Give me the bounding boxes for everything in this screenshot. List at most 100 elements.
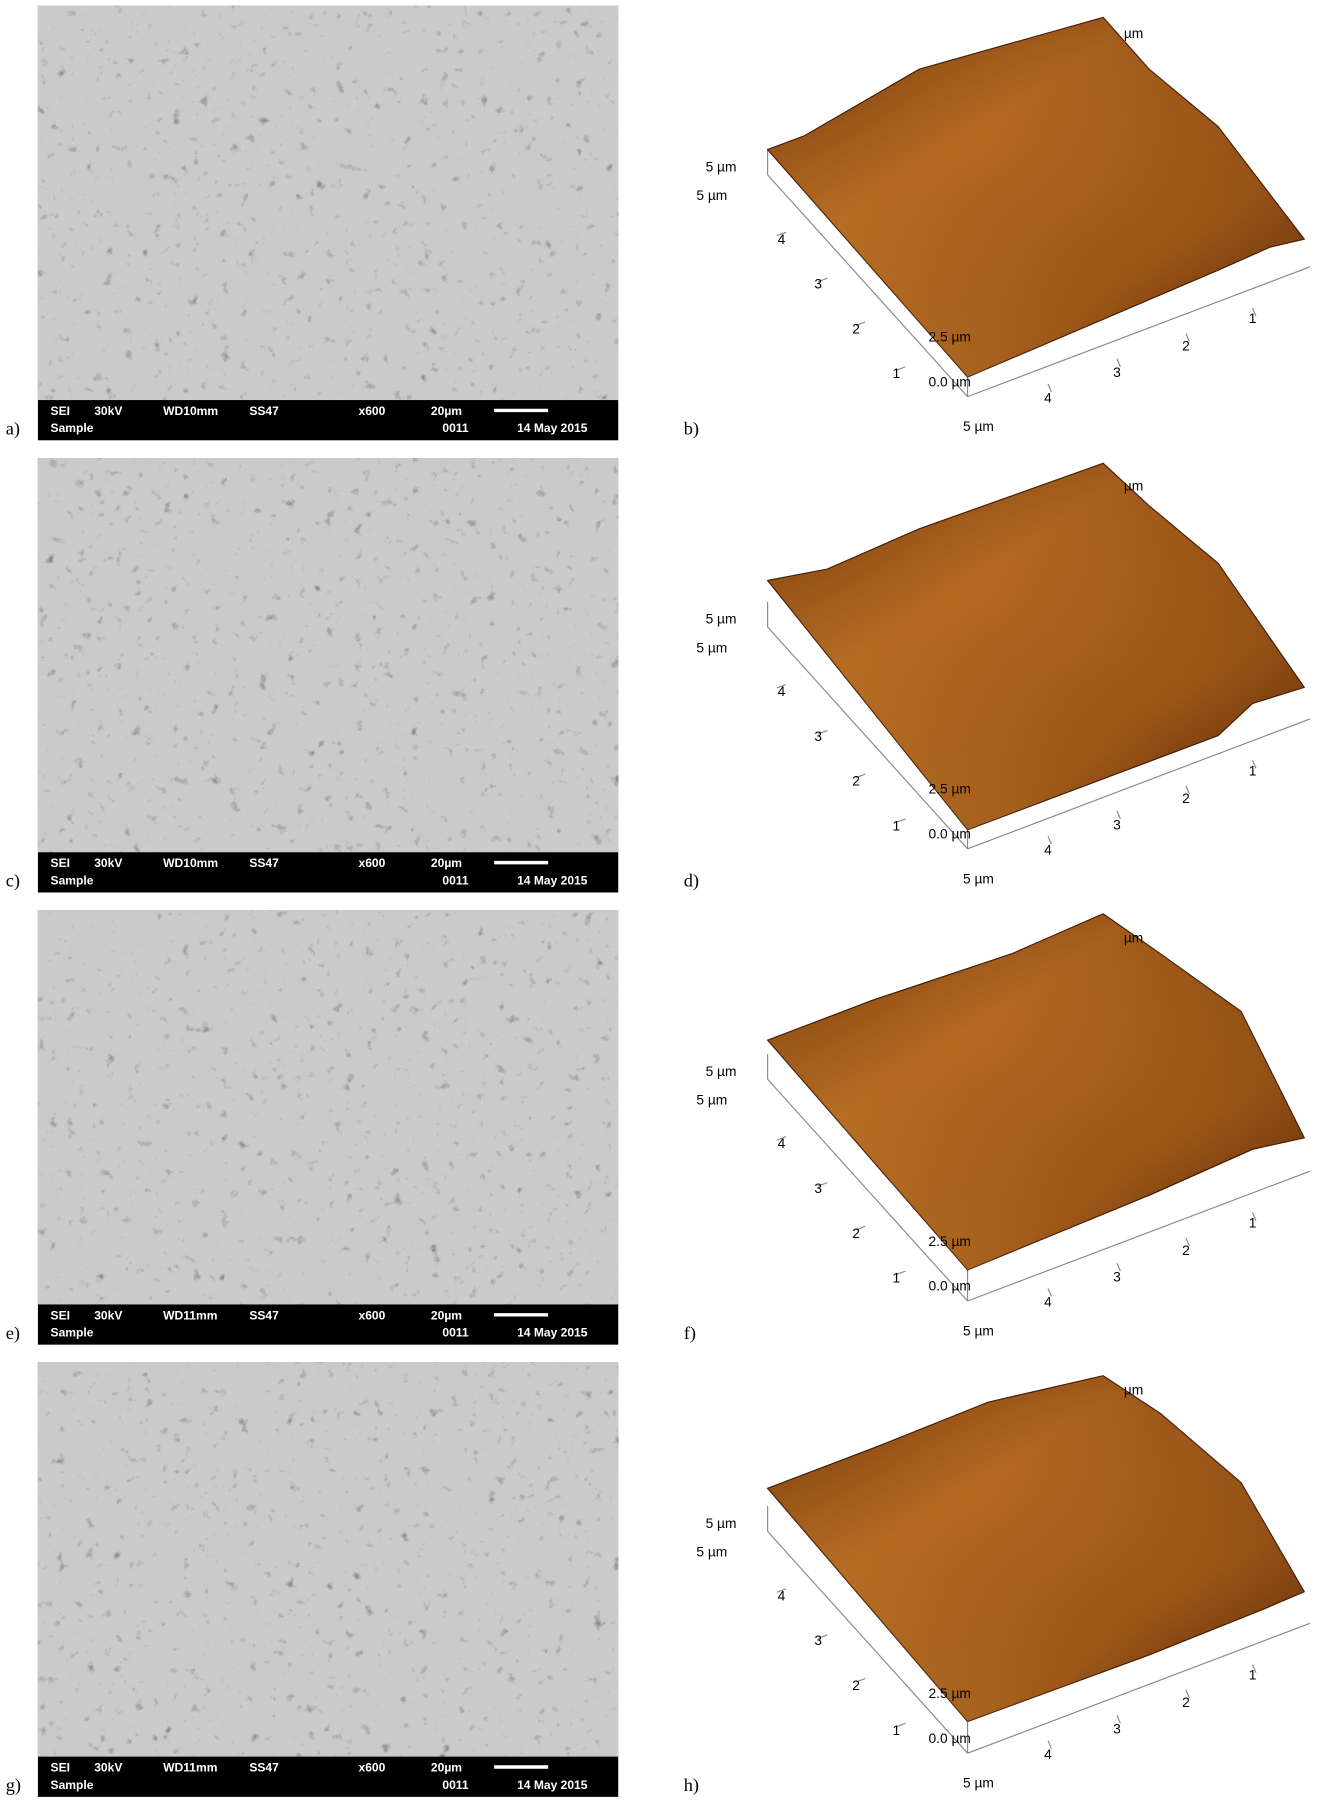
axis-label: 5 µm — [706, 1064, 737, 1079]
sem-info: 20µm — [431, 856, 462, 870]
sem-info: Sample — [51, 1778, 94, 1792]
sem-highlight — [37, 458, 619, 853]
axis-line — [1185, 785, 1190, 794]
axis-label: 2 — [852, 1678, 860, 1693]
axis-line — [817, 1634, 828, 1639]
panel-label: b) — [684, 419, 699, 440]
axis-line — [1252, 1212, 1257, 1221]
axis-line — [1185, 333, 1190, 342]
axis-label: 5 µm — [963, 1776, 994, 1791]
axis-label: 0.0 µm — [929, 1731, 971, 1746]
axis-label: 3 — [1113, 1722, 1121, 1737]
axis-line — [776, 683, 787, 689]
axis-line — [1047, 835, 1052, 845]
axis-line — [1252, 1664, 1257, 1673]
afm-plot: µm 5 µm 5 µm 4 3 2 1 2.5 µm 0.0 µm 4 3 2 1 5 µm — [696, 462, 1311, 886]
axis-label: 2.5 µm — [929, 782, 971, 797]
sem-info: WD10mm — [163, 856, 218, 870]
sem-highlight — [37, 910, 619, 1305]
axis-line — [1116, 1262, 1121, 1272]
sem-info: 20µm — [431, 1761, 462, 1775]
afm-plot: µm 5 µm 5 µm 4 3 2 1 2.5 µm 0.0 µm 4 3 2 1 5 µm — [696, 913, 1311, 1338]
panel-label: f) — [684, 1323, 696, 1344]
row: SEI 30kV WD11mm SS47 x600 20µm Sample 0011 14 Ma… — [6, 910, 1311, 1345]
axis-label: 2 — [852, 321, 860, 336]
axis-line — [967, 1622, 1311, 1754]
axis-label: 2.5 µm — [929, 329, 971, 344]
panel-label: g) — [6, 1775, 21, 1796]
axis-line — [896, 366, 906, 371]
sem-info: 14 May 2015 — [517, 873, 588, 887]
sem-highlight — [37, 5, 619, 401]
axis-label: 3 — [1113, 817, 1121, 832]
axis-label: 1 — [1249, 311, 1257, 326]
sem-info-bar — [37, 1756, 619, 1797]
sem-info-bar — [37, 400, 619, 441]
axis-label: 4 — [778, 1588, 786, 1603]
sem-info: x600 — [359, 404, 386, 418]
axis-label: µm — [1124, 26, 1143, 41]
axis-line — [1047, 1740, 1052, 1749]
axis-line — [855, 321, 866, 326]
sem-info: SEI — [51, 404, 70, 418]
axis-label: 3 — [1113, 1269, 1121, 1284]
sem-info: 14 May 2015 — [517, 1778, 588, 1792]
axis-line — [855, 1225, 866, 1231]
axis-label: 0.0 µm — [929, 374, 971, 389]
sem-info: 30kV — [94, 404, 122, 418]
axis-label: 5 µm — [706, 612, 737, 627]
sem-info: SEI — [51, 1761, 70, 1775]
axis-label: 5 µm — [963, 871, 994, 886]
axis-label: 4 — [778, 1136, 786, 1151]
axis-label: 5 µm — [696, 1545, 727, 1560]
axis-line — [1185, 1689, 1190, 1699]
axis-line — [967, 1170, 1311, 1302]
axis-label: 2 — [1182, 1695, 1190, 1710]
sem-info: SS47 — [249, 856, 279, 870]
panel-label: d) — [684, 871, 699, 892]
axis-label: 2 — [1182, 339, 1190, 354]
sem-info: x600 — [359, 1761, 386, 1775]
axis-label: 5 µm — [696, 188, 727, 203]
axis-label: 5 µm — [706, 1516, 737, 1531]
axis-line — [776, 231, 787, 237]
axis-line — [855, 773, 866, 779]
sem-info: 30kV — [94, 1761, 122, 1775]
axis-line — [896, 1270, 906, 1276]
axis-label: 2.5 µm — [929, 1686, 971, 1701]
axis-label: 4 — [1044, 1747, 1052, 1762]
axis-label: 1 — [892, 1271, 900, 1286]
sem-info: SS47 — [249, 404, 279, 418]
axis-label: 3 — [1113, 365, 1121, 380]
afm-plot: µm 5 µm 5 µm 4 3 2 1 2.5 µm 0.0 µm 4 3 2 1 5 µm — [696, 16, 1311, 434]
axis-line — [767, 1531, 969, 1754]
axis-label: 1 — [1249, 1215, 1257, 1230]
axis-label: 5 µm — [696, 640, 727, 655]
axis-line — [767, 1078, 969, 1302]
sem-info: Sample — [51, 1326, 94, 1340]
axis-label: µm — [1124, 930, 1143, 945]
panel-label: a) — [6, 419, 20, 440]
axis-line — [1252, 760, 1257, 769]
axis-line — [817, 277, 828, 283]
sem-info: WD11mm — [163, 1308, 217, 1322]
axis-line — [1116, 1715, 1121, 1724]
axis-label: 5 µm — [963, 1323, 994, 1338]
axis-label: 5 µm — [706, 159, 737, 174]
axis-line — [776, 1136, 787, 1141]
axis-line — [967, 266, 1311, 398]
afm-plot: µm 5 µm 5 µm 4 3 2 1 2.5 µm 0.0 µm 4 3 2 1 5 µm — [696, 1375, 1311, 1791]
sem-info: x600 — [359, 1308, 386, 1322]
axis-label: 3 — [814, 1633, 822, 1648]
axis-label: 5 µm — [963, 419, 994, 434]
afm-shade — [767, 913, 1305, 1270]
sem-info: 20µm — [431, 1308, 462, 1322]
axis-label: 4 — [1044, 1295, 1052, 1310]
axis-line — [1185, 1237, 1190, 1247]
sem-highlight — [37, 1362, 619, 1757]
axis-line — [817, 1182, 828, 1187]
axis-label: 2 — [852, 1226, 860, 1241]
axis-label: 1 — [1249, 763, 1257, 778]
